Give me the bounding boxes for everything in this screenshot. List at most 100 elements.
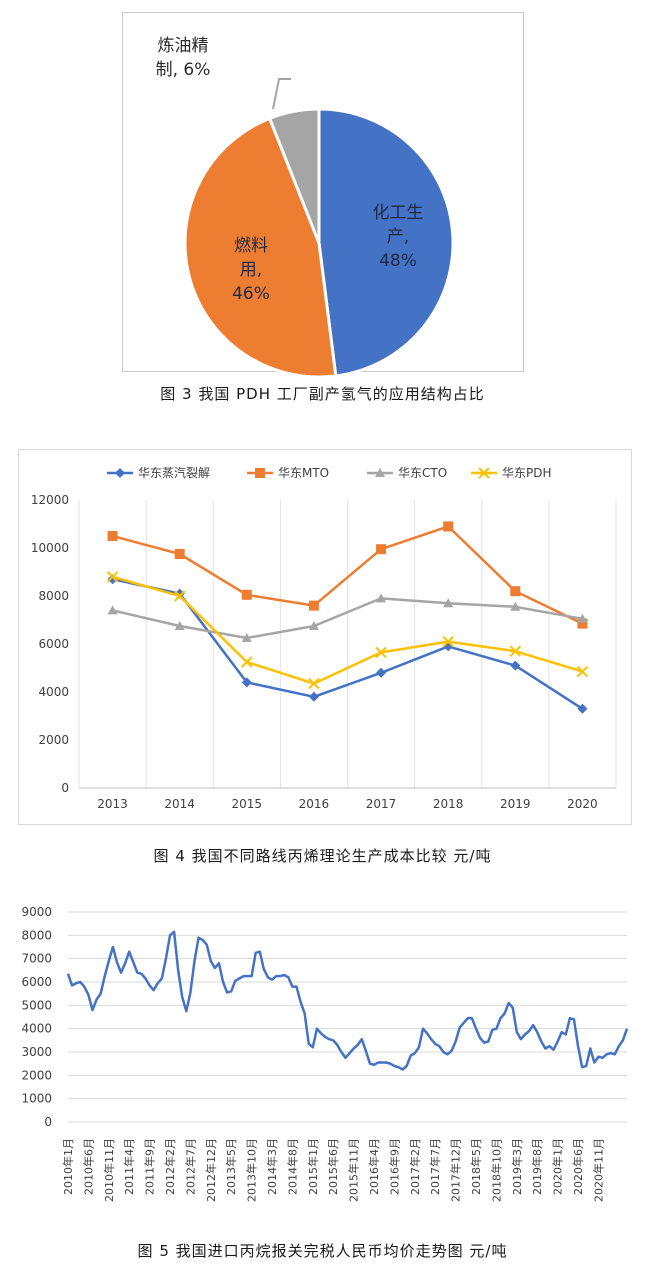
data-point xyxy=(107,605,118,615)
y-tick-label: 4000 xyxy=(21,1022,52,1036)
x-tick-label: 2014年8月 xyxy=(285,1138,299,1195)
y-tick-label: 0 xyxy=(44,1115,52,1129)
x-tick-label: 2020年11月 xyxy=(591,1138,605,1202)
figure-5-caption: 图 5 我国进口丙烷报关完税人民币均价走势图 元/吨 xyxy=(137,1242,508,1260)
x-tick-label: 2013年5月 xyxy=(224,1138,238,1195)
data-point xyxy=(375,646,387,659)
x-tick-label: 2015年6月 xyxy=(326,1138,340,1195)
x-tick-label: 2014年3月 xyxy=(265,1138,279,1195)
propane-price-chart-panel: 0 1000 2000 3000 4000 5000 6000 7000 8000 9000 201… xyxy=(18,896,630,1218)
data-point xyxy=(174,621,185,630)
y-tick-label: 4000 xyxy=(38,685,69,699)
data-point xyxy=(308,621,319,630)
y-tick-label: 6000 xyxy=(38,637,69,651)
x-tick-label: 2016年4月 xyxy=(367,1138,381,1195)
data-point xyxy=(115,468,125,478)
pie-slice xyxy=(267,107,321,244)
pie-label-line: 燃料 xyxy=(234,236,268,256)
data-point xyxy=(478,467,490,479)
data-point xyxy=(308,677,320,690)
figure-4-caption: 图 4 我国不同路线丙烯理论生产成本比较 元/吨 xyxy=(153,847,492,865)
legend-label: 华东蒸汽裂解 xyxy=(138,465,210,480)
x-tick-label: 2019年8月 xyxy=(530,1138,544,1195)
y-tick-label: 12000 xyxy=(31,493,69,507)
data-point xyxy=(443,598,454,608)
x-tick-label: 2020年6月 xyxy=(571,1138,585,1195)
pie-slice xyxy=(183,116,338,379)
data-point xyxy=(174,549,185,559)
y-tick-label: 8000 xyxy=(21,928,52,942)
x-tick-label: 2016年9月 xyxy=(387,1138,401,1195)
x-marker-stroke xyxy=(442,635,454,648)
y-tick-label: 8000 xyxy=(38,589,69,603)
legend-entry: 华东MTO xyxy=(247,466,329,480)
data-point xyxy=(442,635,454,648)
x-tick-label: 2010年11月 xyxy=(102,1138,116,1202)
y-tick-label: 1000 xyxy=(21,1092,52,1106)
data-point xyxy=(241,656,253,668)
data-point xyxy=(376,544,387,555)
x-tick-label: 2015年1月 xyxy=(306,1138,320,1195)
pie-label-line: 炼油精 xyxy=(158,36,209,56)
y-tick-label: 0 xyxy=(61,781,69,795)
pie-label-line: 用, xyxy=(240,260,262,280)
x-marker-stroke xyxy=(478,467,490,479)
legend-entry: 华东蒸汽裂解 xyxy=(107,465,210,480)
y-tick-label: 2000 xyxy=(38,733,69,747)
x-tick-label: 2020 xyxy=(567,797,598,811)
y-tick-label: 6000 xyxy=(21,975,52,989)
pie-slice xyxy=(317,107,455,378)
pie-slice-label: 化工生产, 48% xyxy=(373,203,424,271)
data-point xyxy=(376,667,387,678)
y-tick-label: 2000 xyxy=(21,1068,52,1082)
data-point xyxy=(510,601,521,611)
legend-label: 华东CTO xyxy=(398,466,447,480)
x-tick-label: 2020年1月 xyxy=(551,1138,565,1195)
data-point xyxy=(576,665,589,678)
x-tick-label: 2014 xyxy=(164,797,195,811)
pie-label-line: 制, 6% xyxy=(156,60,211,80)
data-point xyxy=(375,468,385,477)
x-marker-stroke xyxy=(106,571,119,583)
data-point xyxy=(509,645,522,657)
x-tick-label: 2013年10月 xyxy=(245,1138,259,1202)
figure-3-caption: 图 3 我国 PDH 工厂副产氢气的应用结构占比 xyxy=(160,385,485,403)
data-point xyxy=(106,571,119,583)
y-tick-label: 7000 xyxy=(21,952,52,966)
x-tick-label: 2017年2月 xyxy=(408,1138,422,1195)
series-group xyxy=(106,571,589,690)
x-tick-label: 2018 xyxy=(433,797,464,811)
data-point xyxy=(241,677,252,688)
pie-label-line: 46% xyxy=(232,284,270,304)
y-tick-label: 5000 xyxy=(21,998,52,1012)
pie-chart: 化工生产, 48% 燃料用, 46% 炼油精制, 6% xyxy=(156,36,455,379)
data-point xyxy=(510,660,521,671)
legend-label: 华东PDH xyxy=(502,466,552,480)
x-marker-stroke xyxy=(375,646,387,659)
legend-entry: 华东CTO xyxy=(367,466,447,480)
data-point xyxy=(510,586,521,597)
data-point xyxy=(577,613,588,623)
series-group xyxy=(107,593,588,642)
x-tick-label: 2012年12月 xyxy=(204,1138,218,1202)
data-point xyxy=(308,600,319,611)
series-line xyxy=(66,930,629,1071)
x-tick-label: 2012年7月 xyxy=(183,1138,197,1195)
y-tick-label: 3000 xyxy=(21,1045,52,1059)
series-line xyxy=(112,575,583,685)
x-tick-label: 2015年11月 xyxy=(347,1138,361,1202)
pie-chart-panel: 化工生产, 48% 燃料用, 46% 炼油精制, 6% xyxy=(122,12,524,379)
x-tick-label: 2017年7月 xyxy=(428,1138,442,1195)
data-point xyxy=(308,691,319,702)
series-group xyxy=(107,521,588,629)
x-tick-label: 2012年2月 xyxy=(163,1138,177,1195)
pie-slice-label: 炼油精制, 6% xyxy=(156,36,211,80)
x-tick-label: 2018年5月 xyxy=(469,1138,483,1195)
data-point xyxy=(241,589,252,600)
pie-label-line: 产, xyxy=(387,227,409,247)
pie-label-line: 化工生 xyxy=(373,203,424,223)
x-marker-stroke xyxy=(509,645,522,657)
series-line xyxy=(112,525,583,625)
cost-comparison-chart-panel: 0 2000 4000 6000 8000 10000 12000 2013 2014 2015 2… xyxy=(18,449,632,825)
x-tick-label: 2017 xyxy=(366,797,397,811)
